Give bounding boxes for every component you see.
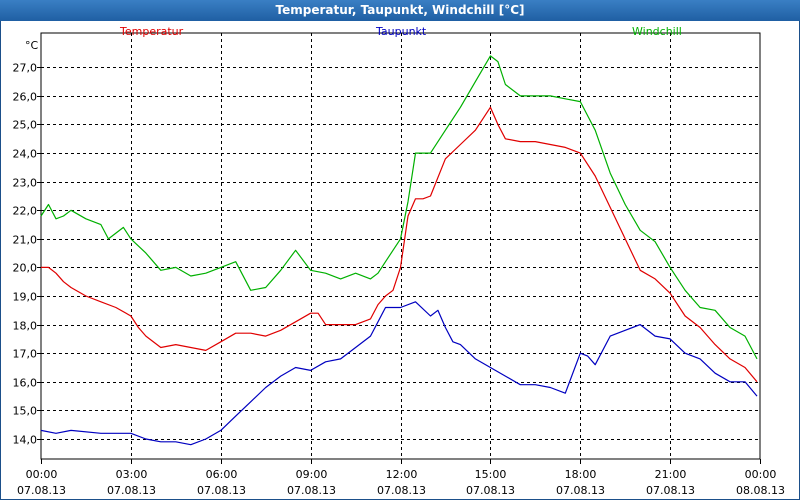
y-tick-label: 16,0 xyxy=(13,377,38,390)
x-tick-time-label: 12:00 xyxy=(386,468,418,481)
x-tick-time-label: 18:00 xyxy=(565,468,597,481)
x-tick-date-label: 07.08.13 xyxy=(17,484,66,497)
x-tick-date-label: 07.08.13 xyxy=(377,484,426,497)
x-tick-date-label: 07.08.13 xyxy=(197,484,246,497)
y-tick-label: 25,0 xyxy=(13,119,38,132)
y-tick-label: 17,0 xyxy=(13,348,38,361)
x-tick-time-label: 06:00 xyxy=(206,468,238,481)
x-tick-date-label: 07.08.13 xyxy=(556,484,605,497)
y-tick-label: 27,0 xyxy=(13,62,38,75)
series-line-windchill xyxy=(40,55,758,360)
x-tick-date-label: 07.08.13 xyxy=(646,484,695,497)
x-tick-time-label: 21:00 xyxy=(655,468,687,481)
x-tick-date-label: 08.08.13 xyxy=(736,484,785,497)
y-tick-label: 23,0 xyxy=(13,177,38,190)
x-tick-time-label: 00:00 xyxy=(745,468,777,481)
x-axis: 00:00 07.08.13 03:00 07.08.13 06:00 07.08.13 0… xyxy=(17,459,785,497)
y-axis: 14,0 15,0 16,0 17,0 18,0 19,0 20,0 21,0 22,0 23,0… xyxy=(13,62,41,447)
x-tick-date-label: 07.08.13 xyxy=(287,484,336,497)
y-tick-label: 15,0 xyxy=(13,405,38,418)
y-tick-label: 19,0 xyxy=(13,291,38,304)
x-tick-date-label: 07.08.13 xyxy=(466,484,515,497)
legend-temperatur: Temperatur xyxy=(120,25,184,38)
y-tick-label: 26,0 xyxy=(13,91,38,104)
grid-lines xyxy=(41,33,760,459)
series-line-temperatur xyxy=(41,106,758,383)
x-tick-date-label: 07.08.13 xyxy=(107,484,156,497)
window-title-bar: Temperatur, Taupunkt, Windchill [°C] xyxy=(0,0,800,21)
series-lines xyxy=(40,55,758,446)
y-tick-label: 20,0 xyxy=(13,262,38,275)
plot-area xyxy=(40,32,761,460)
x-tick-time-label: 09:00 xyxy=(296,468,328,481)
legend-taupunkt: Taupunkt xyxy=(376,25,427,38)
series-line-taupunkt xyxy=(40,301,758,446)
y-tick-label: 18,0 xyxy=(13,320,38,333)
y-axis-unit-label: °C xyxy=(25,39,39,52)
x-tick-time-label: 15:00 xyxy=(475,468,507,481)
x-tick-time-label: 00:00 xyxy=(26,468,58,481)
legend-windchill: Windchill xyxy=(632,25,682,38)
x-tick-time-label: 03:00 xyxy=(116,468,148,481)
y-tick-label: 22,0 xyxy=(13,205,38,218)
y-tick-label: 24,0 xyxy=(13,148,38,161)
y-tick-label: 14,0 xyxy=(13,434,38,447)
y-tick-label: 21,0 xyxy=(13,234,38,247)
